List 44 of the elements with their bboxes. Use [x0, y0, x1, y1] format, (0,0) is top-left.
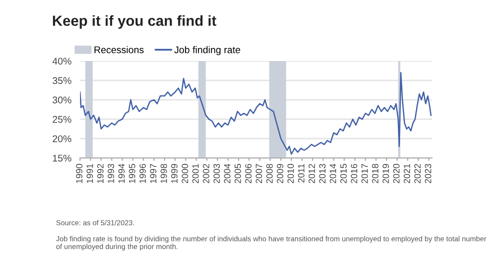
- y-tick-label: 30%: [52, 96, 72, 104]
- x-tick-label: 2005: [234, 164, 241, 184]
- x-tick-label: 2018: [372, 164, 378, 184]
- x-tick-label: 1998: [160, 164, 167, 183]
- x-tick-label: 2012: [308, 164, 315, 184]
- y-tick-label: 40%: [52, 58, 72, 65]
- x-tick-label: 1999: [171, 164, 178, 183]
- x-tick-label: 2003: [213, 164, 220, 184]
- x-tick-label: 2001: [192, 164, 199, 184]
- y-tick-label: 25%: [52, 116, 72, 123]
- y-tick-label: 20%: [52, 135, 72, 142]
- x-tick-label: 2011: [298, 164, 304, 183]
- x-tick-label: 2009: [276, 164, 284, 184]
- x-tick-label: 1993: [108, 164, 114, 183]
- x-tick-label: 2022: [414, 164, 421, 184]
- x-tick-label: 2015: [340, 164, 347, 184]
- x-tick-label: 1990: [76, 164, 82, 183]
- x-tick-label: 1994: [118, 164, 125, 183]
- x-tick-label: 2021: [404, 164, 410, 184]
- x-tick-label: 2000: [182, 164, 188, 184]
- legend-label: Recessions: [94, 46, 144, 54]
- x-tick-label: 2014: [330, 164, 336, 184]
- x-tick-label: 2004: [224, 164, 230, 184]
- x-tick-label: 1996: [139, 164, 146, 183]
- x-tick-label: 1991: [86, 164, 93, 183]
- line-series: [80, 72, 432, 155]
- x-tick-label: 2023: [424, 164, 432, 184]
- x-tick-label: 2016: [350, 164, 358, 184]
- x-tick-label: 1995: [128, 164, 136, 183]
- x-tick-label: 2013: [319, 164, 326, 184]
- chart-title: Keep it if you can find it: [52, 15, 216, 29]
- y-tick-label: 15%: [52, 154, 72, 162]
- x-tick-label: 2007: [256, 164, 262, 184]
- x-tick-label: 2002: [202, 164, 210, 184]
- x-tick-label: 2019: [382, 164, 389, 184]
- legend-label: Job finding rate: [174, 46, 240, 56]
- x-tick-label: 1997: [150, 164, 156, 183]
- x-tick-label: 2008: [266, 164, 273, 184]
- x-tick-label: 2006: [245, 164, 252, 184]
- x-tick-label: 1992: [97, 164, 104, 183]
- x-tick-label: 2010: [287, 164, 294, 184]
- x-tick-label: 2017: [361, 164, 368, 184]
- y-tick-label: 35%: [52, 77, 72, 84]
- x-tick-label: 2020: [393, 164, 400, 184]
